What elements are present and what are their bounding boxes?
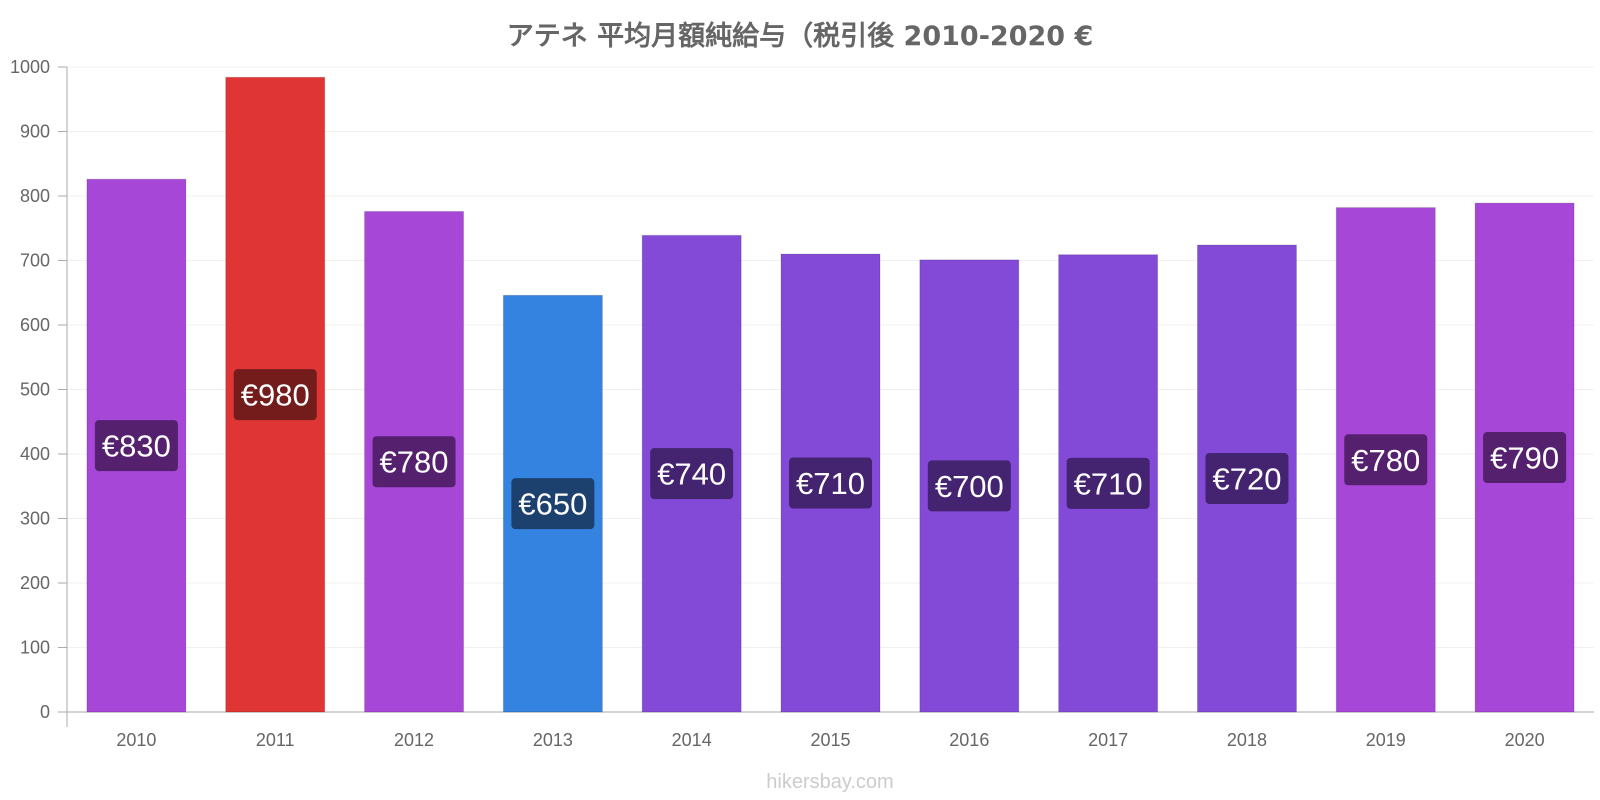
x-tick-label: 2020 xyxy=(1505,730,1545,750)
y-tick-label: 100 xyxy=(20,638,50,658)
chart-title: アテネ 平均月額純給与（税引後 2010-2020 € xyxy=(507,20,1094,52)
y-tick-label: 200 xyxy=(20,573,50,593)
value-label: €780 xyxy=(1351,443,1420,478)
x-tick-label: 2010 xyxy=(116,730,156,750)
value-label-bg xyxy=(372,436,456,488)
x-tick-label: 2019 xyxy=(1366,730,1406,750)
value-label: €710 xyxy=(796,466,865,501)
x-tick-label: 2013 xyxy=(533,730,573,750)
y-tick-label: 800 xyxy=(20,186,50,206)
value-label: €710 xyxy=(1074,466,1143,501)
x-tick-label: 2018 xyxy=(1227,730,1267,750)
y-tick-label: 500 xyxy=(20,380,50,400)
y-tick-label: 1000 xyxy=(10,57,50,77)
value-label: €700 xyxy=(935,469,1004,504)
x-tick-label: 2014 xyxy=(672,730,712,750)
value-label: €740 xyxy=(657,457,726,492)
x-tick-label: 2016 xyxy=(949,730,989,750)
y-tick-label: 300 xyxy=(20,509,50,529)
y-tick-label: 600 xyxy=(20,315,50,335)
y-tick-label: 400 xyxy=(20,444,50,464)
value-label: €790 xyxy=(1490,441,1559,476)
axes: 0 100 200 300 400 500 600 700 800 900 1000 2010 2011… xyxy=(10,57,1594,750)
value-label: €650 xyxy=(518,487,587,522)
value-label-bg xyxy=(1205,453,1289,505)
value-label-bg xyxy=(1483,432,1567,484)
value-label-bg xyxy=(94,420,178,472)
y-tick-label: 700 xyxy=(20,251,50,271)
x-tick-label: 2017 xyxy=(1088,730,1128,750)
value-label: €830 xyxy=(102,429,171,464)
value-label: €780 xyxy=(380,445,449,480)
x-tick-label: 2011 xyxy=(256,730,295,750)
y-tick-label: 0 xyxy=(40,702,50,722)
value-label: €980 xyxy=(241,378,310,413)
y-tick-label: 900 xyxy=(20,122,50,142)
watermark: hikersbay.com xyxy=(766,771,893,793)
value-label-bg xyxy=(650,448,734,500)
value-label-bg xyxy=(511,478,595,530)
value-label-bg xyxy=(1344,434,1428,486)
x-tick-label: 2012 xyxy=(394,730,434,750)
value-labels: €830 €980 €780 €650 €740 €710 €700 €710 €720 €780… xyxy=(94,369,1567,530)
value-label-bg xyxy=(233,369,317,421)
value-label: €720 xyxy=(1212,462,1281,497)
x-tick-label: 2015 xyxy=(810,730,850,750)
value-label-bg xyxy=(1066,457,1150,509)
value-label-bg xyxy=(927,460,1011,512)
value-label-bg xyxy=(789,457,872,509)
